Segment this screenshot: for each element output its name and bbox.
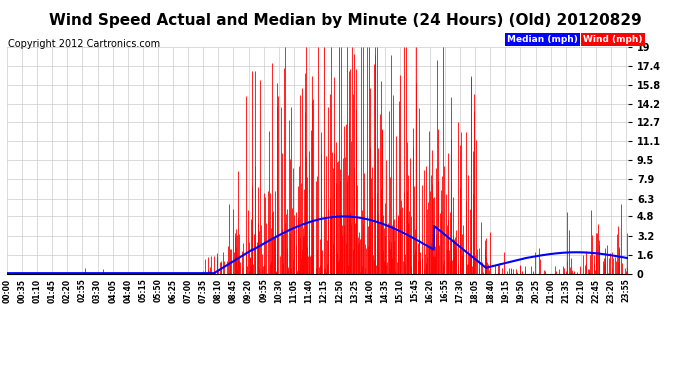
Text: Wind (mph): Wind (mph) xyxy=(583,35,642,44)
Text: Wind Speed Actual and Median by Minute (24 Hours) (Old) 20120829: Wind Speed Actual and Median by Minute (… xyxy=(48,13,642,28)
Text: Copyright 2012 Cartronics.com: Copyright 2012 Cartronics.com xyxy=(8,39,160,50)
Text: Median (mph): Median (mph) xyxy=(507,35,578,44)
